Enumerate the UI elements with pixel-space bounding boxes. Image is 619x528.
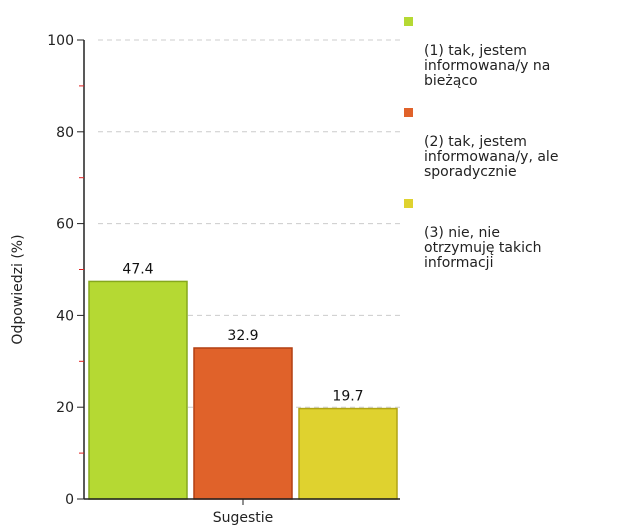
bars-group <box>88 280 398 500</box>
legend-label-2: (2) tak, jestem informowana/y, ale spora… <box>424 134 559 180</box>
x-axis-title: Sugestie <box>213 510 274 526</box>
bar-2 <box>193 347 293 500</box>
value-label-3: 19.7 <box>332 389 363 405</box>
legend-item-1: (1) tak, jestem informowana/y na bieżąco <box>402 14 617 89</box>
y-axis-title: Odpowiedzi (%) <box>10 234 26 344</box>
legend-label-3: (3) nie, nie otrzymuję takich informacji <box>424 225 542 271</box>
value-label-2: 32.9 <box>227 328 258 344</box>
legend-swatch-3 <box>404 199 413 208</box>
y-tick-label-1: 20 <box>56 400 74 416</box>
value-label-1: 47.4 <box>122 261 153 277</box>
value-labels: 47.4 32.9 19.7 <box>122 261 363 404</box>
legend-item-3: (3) nie, nie otrzymuję takich informacji <box>402 196 617 271</box>
legend-swatch-2 <box>404 108 413 117</box>
legend-swatch-1 <box>404 17 413 26</box>
bar-3 <box>298 407 398 500</box>
legend-item-2: (2) tak, jestem informowana/y, ale spora… <box>402 105 617 180</box>
y-tick-label-0: 0 <box>65 492 74 508</box>
y-tick-label-3: 60 <box>56 217 74 233</box>
y-tick-label-2: 40 <box>56 308 74 324</box>
legend-label-1: (1) tak, jestem informowana/y na bieżąco <box>424 43 551 89</box>
gridlines <box>98 39 402 408</box>
legend: (1) tak, jestem informowana/y na bieżąco… <box>402 14 617 287</box>
y-tick-label-4: 80 <box>56 125 74 141</box>
y-tick-label-5: 100 <box>47 33 74 49</box>
y-ticks: 0 20 40 60 80 100 <box>47 33 84 508</box>
bar-1 <box>88 280 188 500</box>
